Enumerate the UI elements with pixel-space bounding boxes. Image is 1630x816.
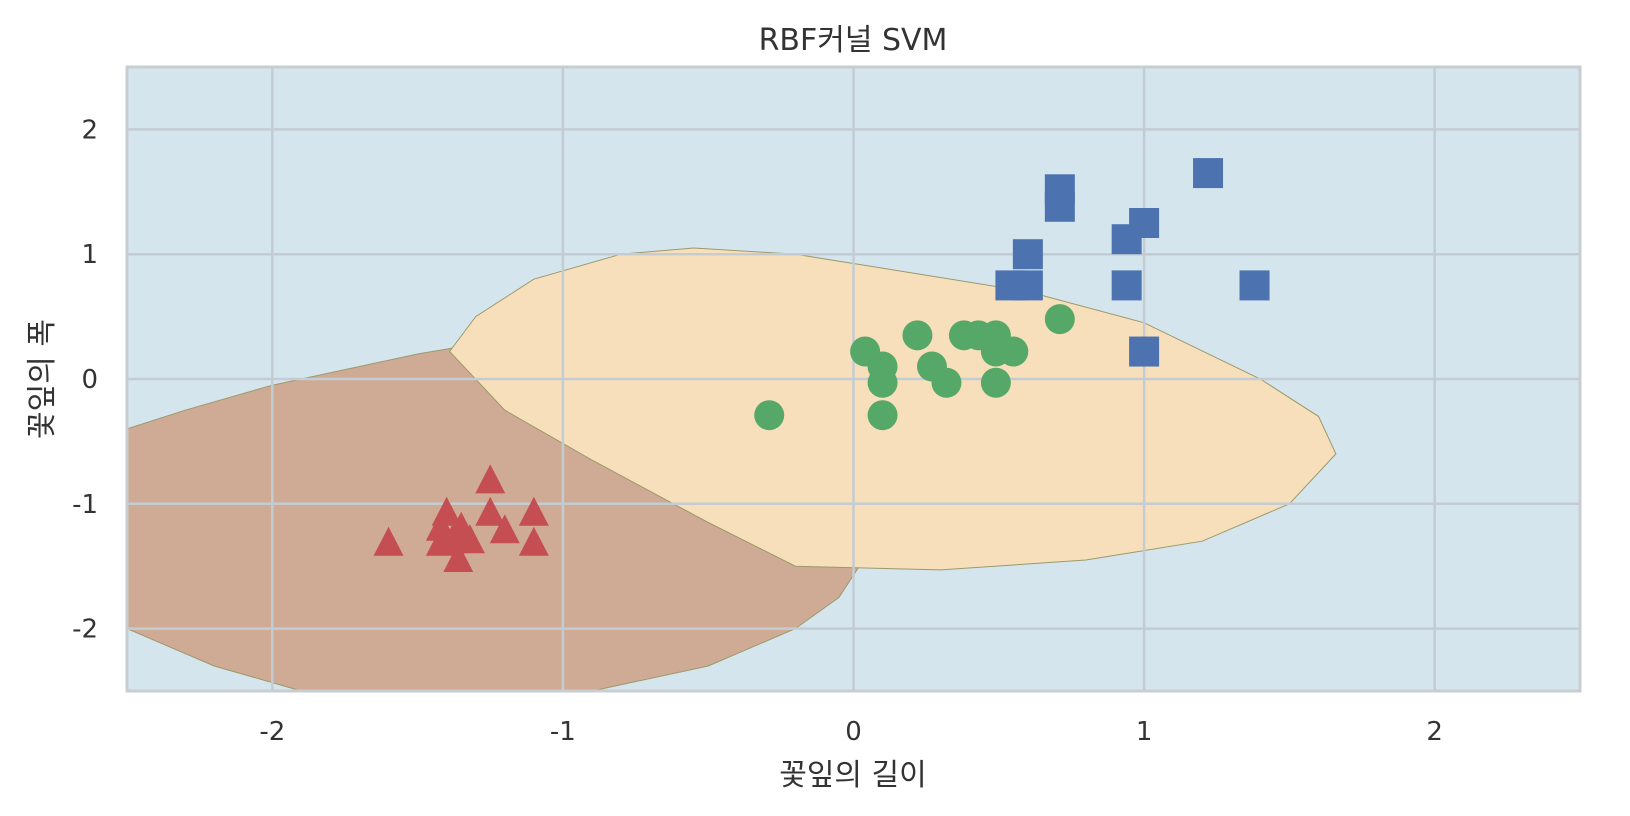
circle-point	[754, 400, 785, 431]
x-tick-labels: -2 -1 0 1 2	[259, 717, 1443, 747]
triangle-point	[475, 464, 506, 494]
circle-point	[867, 367, 898, 398]
square-point	[1193, 158, 1224, 189]
square-point	[1012, 239, 1043, 270]
y-tick-label: 1	[81, 240, 98, 270]
circle-point	[867, 400, 898, 431]
circle-point	[998, 336, 1029, 367]
square-point	[1239, 270, 1270, 301]
triangle-point	[425, 526, 456, 556]
square-point	[1111, 224, 1142, 255]
x-tick-label: 2	[1426, 717, 1443, 747]
triangle-point	[443, 542, 474, 572]
circle-point	[1044, 304, 1075, 335]
y-tick-label: -2	[72, 615, 98, 645]
x-tick-label: -2	[259, 717, 285, 747]
triangle-point	[454, 524, 485, 554]
x-tick-label: -1	[550, 717, 576, 747]
triangle-point	[518, 526, 549, 556]
square-point	[1129, 336, 1160, 367]
circle-point	[980, 367, 1011, 398]
triangle-point	[518, 496, 549, 526]
circle-point	[931, 367, 962, 398]
triangle-point	[489, 514, 520, 544]
chart-title: RBF커널 SVM	[759, 23, 948, 58]
x-axis-label: 꽃잎의 길이	[779, 758, 927, 793]
y-tick-labels: 2 1 0 -1 -2	[72, 115, 98, 644]
gridlines	[127, 67, 1580, 691]
plot-frame	[125, 65, 1582, 693]
y-tick-label: 2	[81, 115, 98, 145]
y-tick-label: -1	[72, 490, 98, 520]
y-tick-label: 0	[81, 365, 98, 395]
data-points	[373, 158, 1270, 572]
x-tick-label: 0	[845, 717, 862, 747]
square-point	[1012, 270, 1043, 301]
circle-point	[902, 320, 933, 351]
y-axis-label: 꽃잎의 폭	[25, 319, 60, 439]
triangle-point	[373, 526, 404, 556]
x-tick-label: 1	[1136, 717, 1153, 747]
triangle-point	[475, 496, 506, 526]
square-point	[1044, 191, 1075, 222]
square-point	[1111, 270, 1142, 301]
